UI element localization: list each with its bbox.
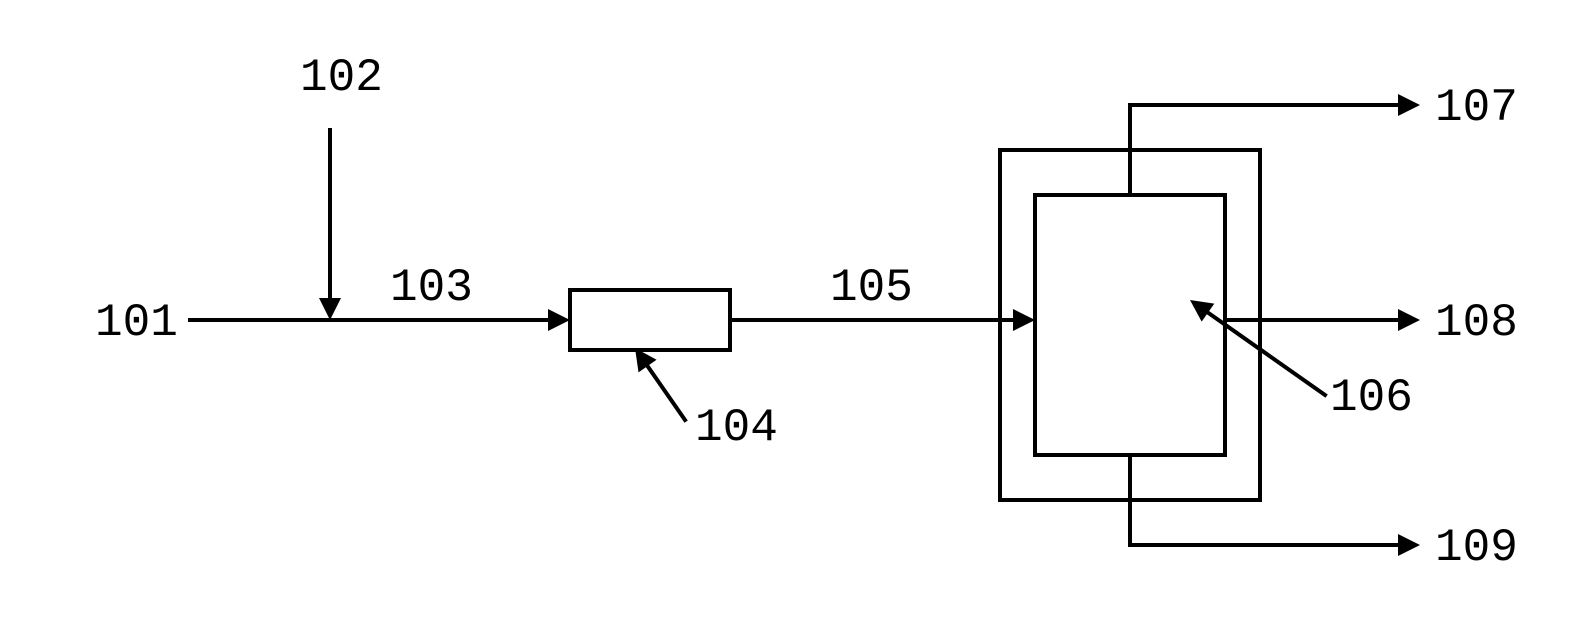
label-102: 102 xyxy=(300,52,383,104)
label-104: 104 xyxy=(695,402,778,454)
label-103: 103 xyxy=(390,262,473,314)
node-box106_outer xyxy=(1000,150,1260,500)
arrowhead xyxy=(1398,534,1420,556)
node-box106_inner xyxy=(1035,195,1225,455)
label-107: 107 xyxy=(1435,82,1518,134)
arrowhead xyxy=(1190,300,1214,322)
labels-layer: 101 102 103 104 105 106 107 108 109 xyxy=(95,52,1518,574)
label-105: 105 xyxy=(830,262,913,314)
label-109: 109 xyxy=(1435,522,1518,574)
node-box104 xyxy=(570,290,730,350)
arrowhead xyxy=(548,309,570,331)
boxes-layer xyxy=(570,150,1260,500)
flow-diagram: 101 102 103 104 105 106 107 108 109 xyxy=(0,0,1588,627)
callout-c104 xyxy=(648,366,685,420)
lines-layer xyxy=(190,94,1420,556)
label-106: 106 xyxy=(1330,372,1413,424)
arrowhead xyxy=(1398,94,1420,116)
label-101: 101 xyxy=(95,297,178,349)
arrowhead xyxy=(319,298,341,320)
arrowhead xyxy=(1013,309,1035,331)
label-108: 108 xyxy=(1435,297,1518,349)
arrowhead xyxy=(1398,309,1420,331)
